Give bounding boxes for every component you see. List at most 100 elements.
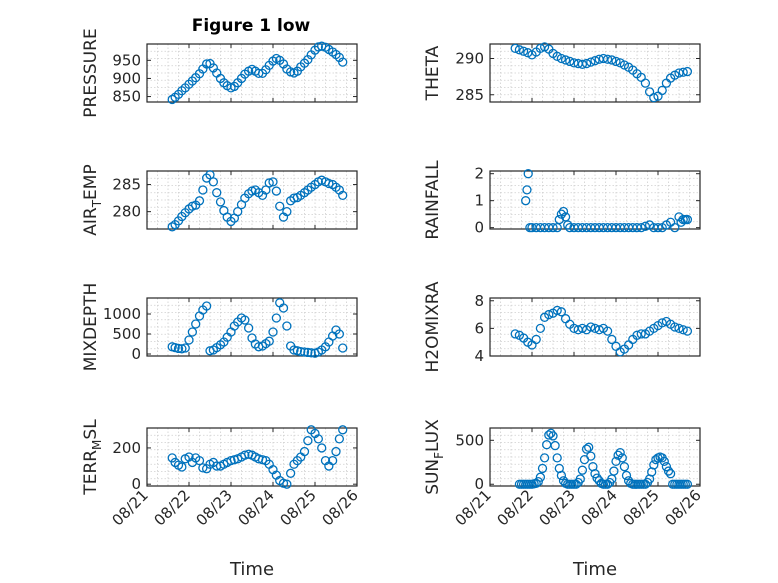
y-tick-label: 950	[112, 51, 141, 69]
data-point	[306, 348, 316, 358]
data-point	[640, 78, 651, 88]
data-point	[581, 444, 592, 454]
data-point	[590, 56, 600, 66]
y-tick-label: 500	[112, 325, 141, 343]
data-point	[191, 319, 201, 329]
data-point	[285, 468, 296, 478]
data-point	[268, 327, 278, 337]
y-axis-label: TERRMSL	[81, 419, 104, 496]
data-point	[619, 462, 630, 472]
axes-box	[146, 170, 358, 230]
data-point	[167, 222, 177, 232]
data-point	[208, 177, 219, 187]
panel-6: 4 6 8 H2OMIXRA	[423, 281, 701, 373]
data-point	[678, 325, 688, 335]
data-point	[575, 474, 585, 484]
data-point	[621, 470, 632, 481]
data-point	[264, 178, 274, 188]
data-point	[602, 54, 613, 64]
y-axis-label: AIRTEMP	[81, 164, 104, 235]
data-point	[636, 222, 646, 233]
y-axis-label: PRESSURE	[81, 28, 101, 117]
data-point	[607, 334, 617, 345]
data-point	[167, 94, 177, 105]
data-point	[611, 56, 621, 67]
data-point	[201, 59, 212, 69]
data-point	[546, 428, 556, 438]
axes-box	[489, 297, 701, 357]
data-point	[548, 431, 558, 441]
data-point	[338, 57, 348, 67]
data-point	[282, 479, 292, 489]
y-tick-label: 2	[474, 165, 484, 183]
x-axis-label-left: Time	[229, 559, 274, 580]
data-point	[521, 196, 531, 206]
data-point	[552, 453, 562, 463]
data-point	[212, 188, 222, 198]
data-point	[334, 434, 345, 444]
data-point	[173, 343, 184, 354]
data-point	[180, 343, 190, 353]
data-point	[535, 323, 546, 334]
data-point	[275, 201, 285, 211]
data-point	[522, 185, 532, 195]
y-tick-label: 1	[474, 192, 484, 210]
data-point	[243, 323, 254, 333]
data-point	[602, 326, 613, 336]
panel-3: 280 285 AIRTEMP	[81, 164, 358, 236]
data-point	[584, 442, 594, 452]
data-point	[194, 455, 205, 466]
y-tick-label: 0	[131, 345, 141, 363]
data-point	[556, 53, 567, 64]
data-point	[682, 66, 693, 77]
data-point	[240, 450, 250, 460]
data-point	[510, 43, 520, 53]
y-tick-label: 6	[474, 319, 484, 337]
data-point	[548, 222, 558, 233]
data-point	[544, 309, 554, 320]
data-point	[577, 59, 588, 69]
data-point	[554, 214, 564, 225]
data-point	[184, 335, 194, 345]
data-point	[563, 220, 573, 230]
data-point	[617, 453, 627, 463]
data-point	[670, 322, 680, 332]
data-point	[198, 185, 208, 195]
panel-4: 0 1 2 RAINFALL	[423, 160, 701, 240]
data-point	[550, 440, 560, 451]
data-point	[649, 93, 659, 103]
y-tick-label: 200	[112, 439, 141, 457]
data-point	[661, 462, 672, 472]
data-point	[586, 451, 596, 461]
panel-2: 285 290 THETA	[423, 42, 701, 104]
axes-box	[146, 43, 358, 103]
data-point	[338, 190, 348, 201]
y-tick-label: 8	[474, 292, 484, 310]
data-point	[338, 425, 348, 435]
data-point	[198, 463, 208, 473]
data-point	[271, 186, 282, 196]
data-point	[334, 329, 345, 339]
data-point	[303, 347, 313, 358]
y-tick-label: 280	[112, 203, 141, 221]
y-tick-label: 500	[455, 431, 484, 449]
y-tick-label: 290	[455, 50, 484, 68]
data-point	[556, 470, 567, 481]
y-tick-label: 285	[455, 86, 484, 104]
data-point	[518, 46, 529, 56]
data-point	[535, 472, 546, 482]
data-point	[670, 222, 680, 233]
data-point	[649, 460, 659, 470]
data-point	[338, 343, 348, 353]
y-tick-label: 4	[474, 347, 484, 365]
data-point	[636, 329, 646, 339]
data-point	[271, 313, 282, 323]
data-point	[194, 196, 205, 206]
y-tick-label: 0	[474, 219, 484, 237]
y-axis-label: H2OMIXRA	[423, 281, 443, 372]
axes-box	[146, 427, 358, 487]
data-point	[233, 206, 243, 217]
data-point	[615, 447, 625, 458]
data-point	[327, 455, 338, 466]
